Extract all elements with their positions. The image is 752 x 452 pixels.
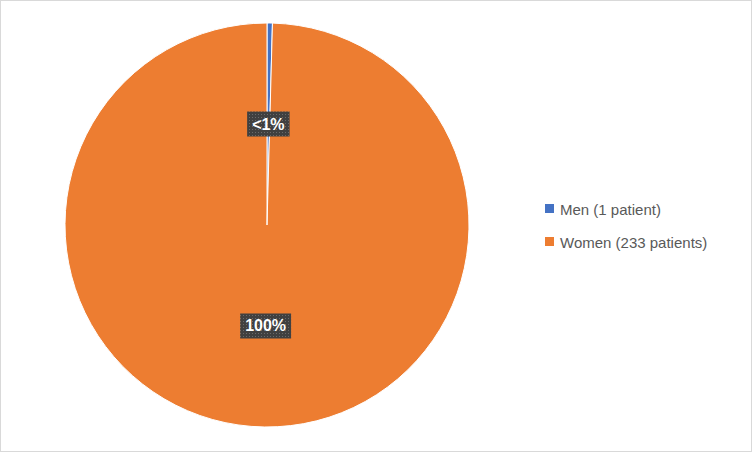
data-label: <1% xyxy=(247,112,289,137)
data-label-text: 100% xyxy=(245,317,286,334)
legend-swatch xyxy=(545,237,554,246)
data-label-text: <1% xyxy=(252,116,284,133)
legend-label: Men (1 patient) xyxy=(560,201,661,218)
legend-label: Women (233 patients) xyxy=(560,234,707,251)
pie-slice xyxy=(65,23,469,427)
legend: Men (1 patient) Women (233 patients) xyxy=(545,201,707,251)
chart-svg: <1% 100% Men (1 patient) Women (233 patient… xyxy=(0,0,752,452)
chart-container: <1% 100% Men (1 patient) Women (233 patient… xyxy=(0,0,752,452)
data-label: 100% xyxy=(240,313,291,338)
chart-frame xyxy=(1,1,752,452)
pie xyxy=(65,23,469,427)
data-label-box xyxy=(247,112,289,137)
data-label-box xyxy=(240,313,291,338)
legend-swatch xyxy=(545,204,554,213)
